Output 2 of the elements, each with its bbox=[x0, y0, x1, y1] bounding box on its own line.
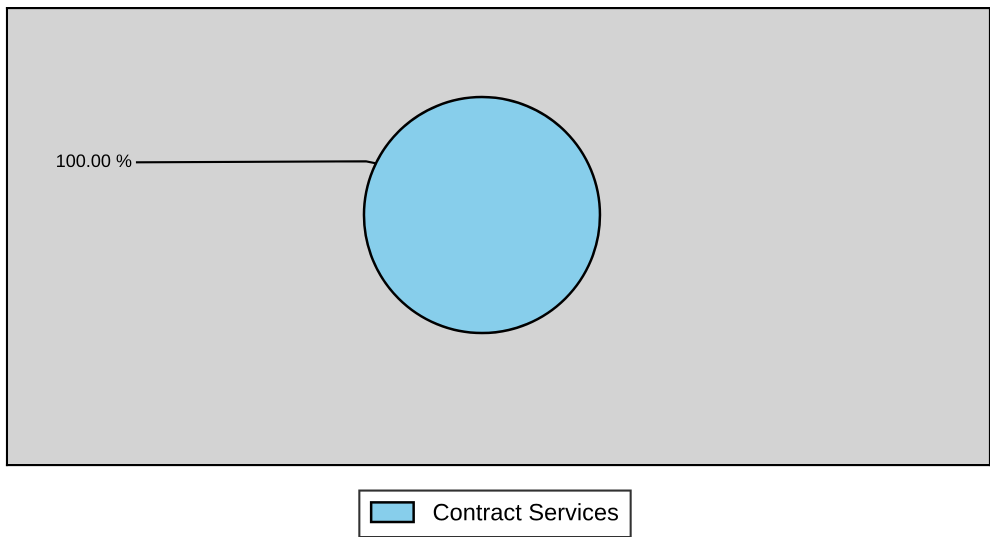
legend-label: Contract Services bbox=[434, 503, 618, 521]
data-label: 100.00 % bbox=[57, 154, 132, 168]
